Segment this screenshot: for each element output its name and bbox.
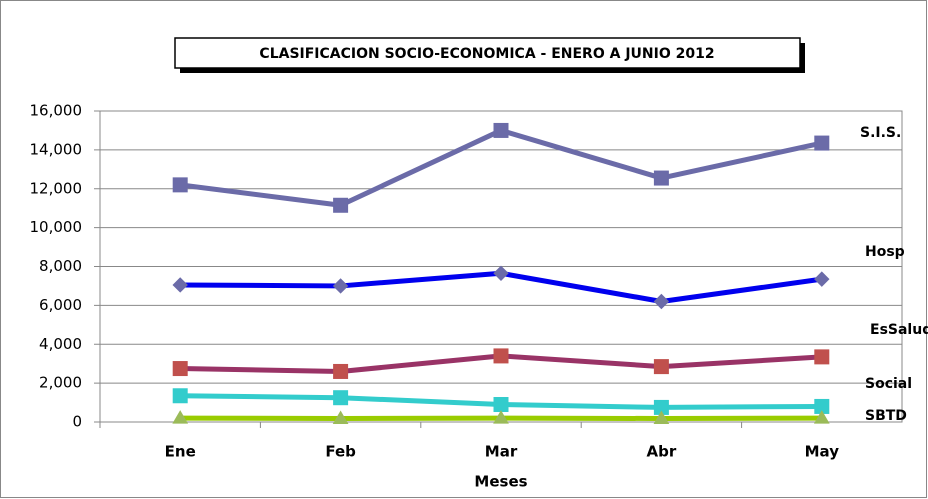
y-tick-label: 16,000 — [30, 102, 83, 120]
y-tick-label: 6,000 — [39, 296, 82, 314]
marker — [814, 349, 830, 365]
y-tick-label: 4,000 — [39, 335, 82, 353]
y-tick-label: 8,000 — [39, 257, 82, 275]
marker — [333, 197, 349, 213]
marker — [333, 390, 349, 406]
marker — [493, 348, 509, 364]
marker — [653, 410, 670, 425]
marker — [332, 278, 349, 294]
marker — [172, 277, 188, 293]
marker — [172, 388, 188, 404]
x-tick-label: Abr — [647, 443, 677, 461]
series-label: Hosp — [865, 244, 905, 260]
marker — [333, 363, 349, 379]
x-tick-label: Ene — [165, 443, 196, 461]
y-tick-label: 10,000 — [30, 218, 83, 236]
marker — [493, 265, 509, 282]
x-tick-label: Feb — [325, 443, 356, 461]
x-tick-label: May — [805, 443, 840, 461]
series-label: SBTD — [865, 408, 907, 424]
marker — [172, 177, 188, 193]
series-label: S.I.S. — [860, 125, 901, 141]
y-tick-label: 12,000 — [30, 179, 83, 197]
y-tick-label: 14,000 — [30, 140, 83, 158]
marker — [332, 410, 349, 425]
marker — [172, 361, 188, 377]
y-tick-label: 0 — [72, 413, 82, 431]
chart-title: CLASIFICACION SOCIO-ECONOMICA - ENERO A … — [259, 46, 714, 62]
series-label: EsSalud — [870, 322, 928, 338]
marker — [814, 271, 830, 287]
marker — [493, 410, 509, 424]
y-tick-label: 2,000 — [39, 374, 82, 392]
marker — [172, 410, 189, 424]
x-tick-label: Mar — [485, 443, 518, 461]
x-axis-title: Meses — [474, 473, 527, 491]
series-label: Social — [865, 376, 912, 392]
marker — [653, 170, 669, 186]
marker — [653, 359, 669, 375]
marker — [493, 122, 509, 138]
marker — [814, 135, 830, 151]
title-box — [174, 37, 801, 69]
marker — [493, 397, 509, 413]
marker — [653, 293, 670, 310]
marker — [813, 410, 830, 424]
